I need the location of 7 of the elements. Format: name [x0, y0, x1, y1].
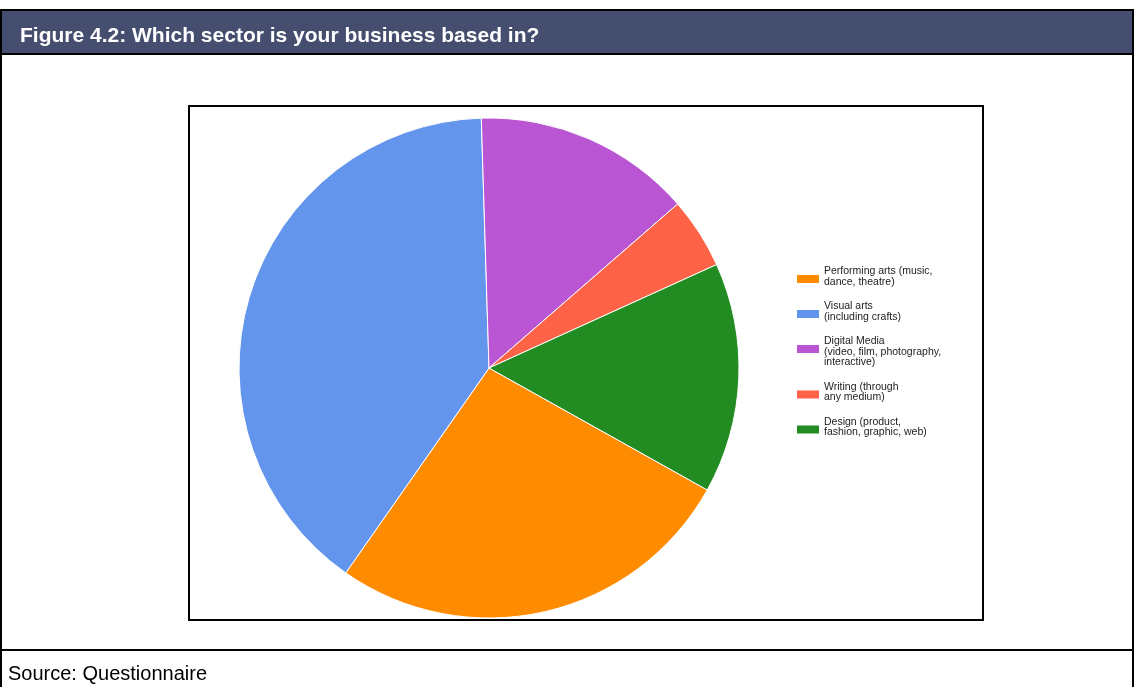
source-note: Source: Questionnaire — [8, 662, 208, 684]
chart-title: Figure 4.2: Which sector is your business based in? — [20, 23, 540, 46]
legend-label: Digital Media (video, film, photography, interactive) — [824, 334, 942, 367]
legend-label: Performing arts (music, dance, theatre) — [824, 264, 933, 287]
legend-label: Design (product, fashion, graphic, web) — [824, 414, 927, 437]
legend-label: Writing (through any medium) — [824, 379, 899, 402]
legend-label: Visual arts (including crafts) — [824, 299, 902, 322]
